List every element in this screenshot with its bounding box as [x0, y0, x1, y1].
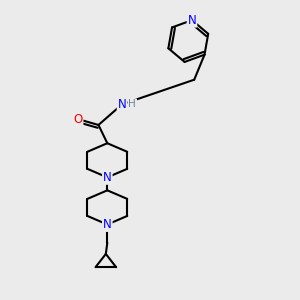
Text: N: N [188, 14, 196, 27]
Text: N: N [118, 98, 126, 111]
Text: O: O [73, 112, 83, 126]
Text: N: N [103, 218, 112, 231]
Text: H: H [128, 99, 136, 110]
Text: N: N [103, 171, 112, 184]
